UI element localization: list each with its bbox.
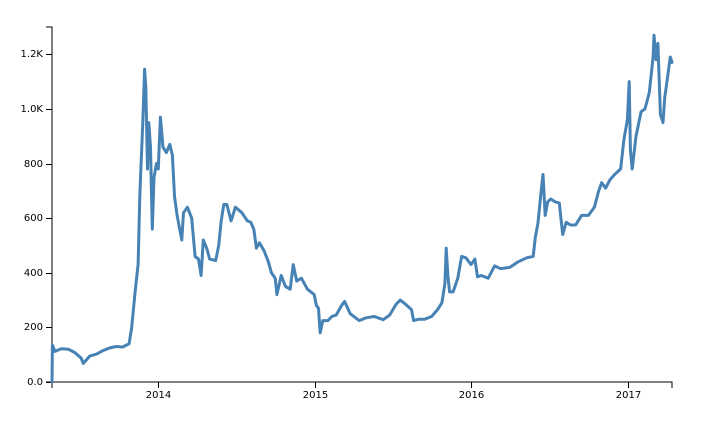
y-axis-domain — [46, 26, 53, 383]
y-tick-label: 800 — [24, 159, 43, 170]
y-tick-label: 600 — [24, 213, 43, 224]
x-tick-label: 2016 — [459, 390, 484, 401]
y-tick-label: 400 — [24, 268, 43, 279]
y-tick-label: 200 — [24, 322, 43, 333]
y-axis: 0.0 200 400 600 800 1.0K 1.2K — [21, 26, 53, 388]
series-layer — [50, 33, 674, 384]
y-tick-label: 1.2K — [21, 49, 44, 60]
x-tick-label: 2017 — [616, 390, 641, 401]
x-axis-domain — [51, 381, 673, 388]
series-line — [50, 33, 674, 384]
x-tick-label: 2015 — [303, 390, 328, 401]
y-tick-label: 1.0K — [21, 104, 44, 115]
x-tick-label: 2014 — [146, 390, 171, 401]
x-axis: 2014 2015 2016 2017 — [51, 381, 673, 401]
y-tick-label: 0.0 — [27, 377, 43, 388]
